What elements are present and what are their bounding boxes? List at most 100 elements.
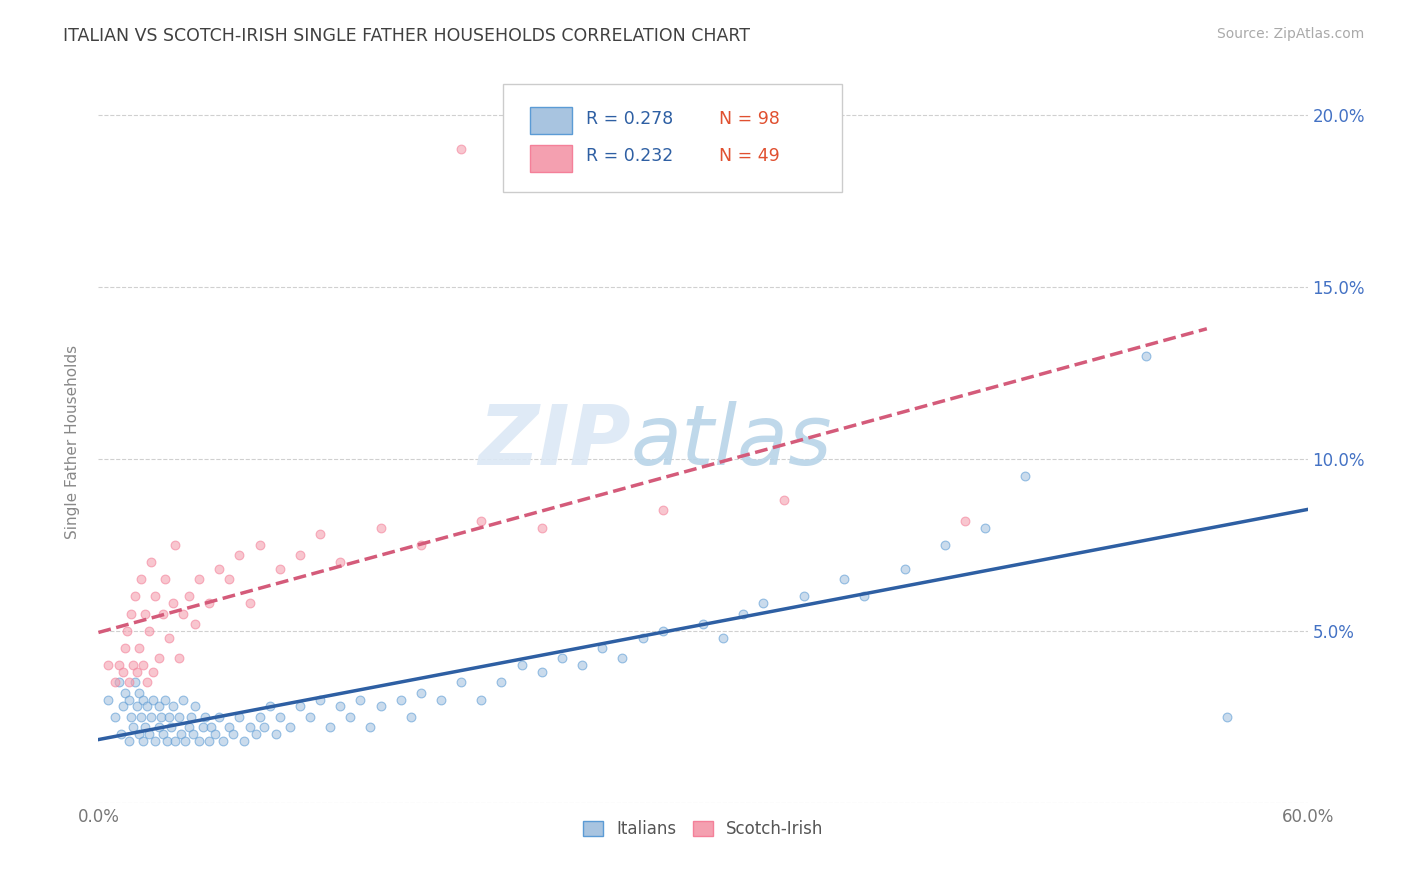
Point: [193, 720, 215, 734]
Point: [120, 607, 142, 621]
Point: [132, 658, 155, 673]
Point: [309, 527, 332, 541]
Point: [288, 699, 311, 714]
Point: [114, 640, 136, 655]
Point: [125, 699, 148, 714]
Point: [97, 658, 120, 673]
Text: ZIP: ZIP: [478, 401, 630, 482]
Point: [139, 710, 162, 724]
Point: [129, 572, 152, 586]
Point: [172, 692, 194, 706]
Point: [1014, 469, 1036, 483]
Point: [142, 665, 165, 679]
Point: [793, 590, 815, 604]
Point: [135, 675, 157, 690]
Point: [450, 675, 472, 690]
Point: [162, 596, 184, 610]
Point: [491, 675, 513, 690]
Point: [974, 520, 997, 534]
Point: [551, 651, 574, 665]
Point: [156, 734, 179, 748]
Point: [157, 631, 180, 645]
Point: [530, 665, 553, 679]
Point: [110, 727, 132, 741]
Point: [409, 686, 432, 700]
Point: [934, 538, 956, 552]
Point: [399, 710, 422, 724]
Point: [163, 734, 186, 748]
Point: [651, 624, 673, 638]
Point: [245, 727, 267, 741]
Point: [107, 658, 129, 673]
Point: [470, 514, 492, 528]
Point: [167, 651, 190, 665]
Point: [148, 651, 170, 665]
Point: [571, 658, 593, 673]
Point: [162, 699, 184, 714]
Point: [259, 699, 281, 714]
Text: R = 0.232: R = 0.232: [586, 147, 673, 165]
Point: [239, 596, 262, 610]
Point: [118, 692, 141, 706]
Point: [360, 720, 382, 734]
Point: [198, 734, 221, 748]
Point: [118, 734, 141, 748]
Point: [142, 692, 165, 706]
Point: [188, 572, 211, 586]
Point: [278, 720, 301, 734]
Point: [218, 572, 240, 586]
Point: [128, 640, 150, 655]
Text: atlas: atlas: [630, 401, 832, 482]
Point: [651, 503, 673, 517]
Point: [329, 699, 352, 714]
Point: [172, 607, 194, 621]
Point: [107, 675, 129, 690]
Y-axis label: Single Father Households: Single Father Households: [65, 344, 80, 539]
Point: [430, 692, 453, 706]
Point: [163, 538, 186, 552]
Text: Source: ZipAtlas.com: Source: ZipAtlas.com: [1216, 27, 1364, 41]
Point: [153, 572, 176, 586]
Point: [134, 720, 156, 734]
Point: [232, 734, 254, 748]
Point: [135, 699, 157, 714]
Point: [179, 720, 201, 734]
Point: [1216, 710, 1239, 724]
Point: [139, 555, 162, 569]
Point: [208, 710, 231, 724]
Point: [134, 607, 156, 621]
Point: [591, 640, 613, 655]
Point: [152, 607, 174, 621]
Point: [612, 651, 634, 665]
Point: [239, 720, 262, 734]
Point: [170, 727, 193, 741]
Point: [893, 562, 915, 576]
Bar: [530, 107, 572, 135]
Point: [1135, 349, 1157, 363]
Point: [143, 590, 166, 604]
Point: [370, 699, 392, 714]
Point: [953, 514, 976, 528]
Point: [124, 590, 146, 604]
Text: N = 49: N = 49: [718, 147, 779, 165]
Text: ITALIAN VS SCOTCH-IRISH SINGLE FATHER HOUSEHOLDS CORRELATION CHART: ITALIAN VS SCOTCH-IRISH SINGLE FATHER HO…: [63, 27, 751, 45]
Point: [149, 710, 172, 724]
Text: N = 98: N = 98: [718, 110, 779, 128]
Point: [160, 720, 183, 734]
Point: [138, 624, 160, 638]
Point: [218, 720, 240, 734]
Point: [128, 686, 150, 700]
Point: [530, 520, 553, 534]
Point: [114, 686, 136, 700]
Point: [128, 727, 150, 741]
Point: [772, 493, 794, 508]
Point: [132, 734, 155, 748]
Text: R = 0.278: R = 0.278: [586, 110, 673, 128]
Point: [111, 699, 134, 714]
Point: [339, 710, 361, 724]
Point: [631, 631, 654, 645]
Point: [148, 699, 170, 714]
Point: [370, 520, 392, 534]
Bar: [530, 145, 572, 172]
Point: [103, 710, 125, 724]
